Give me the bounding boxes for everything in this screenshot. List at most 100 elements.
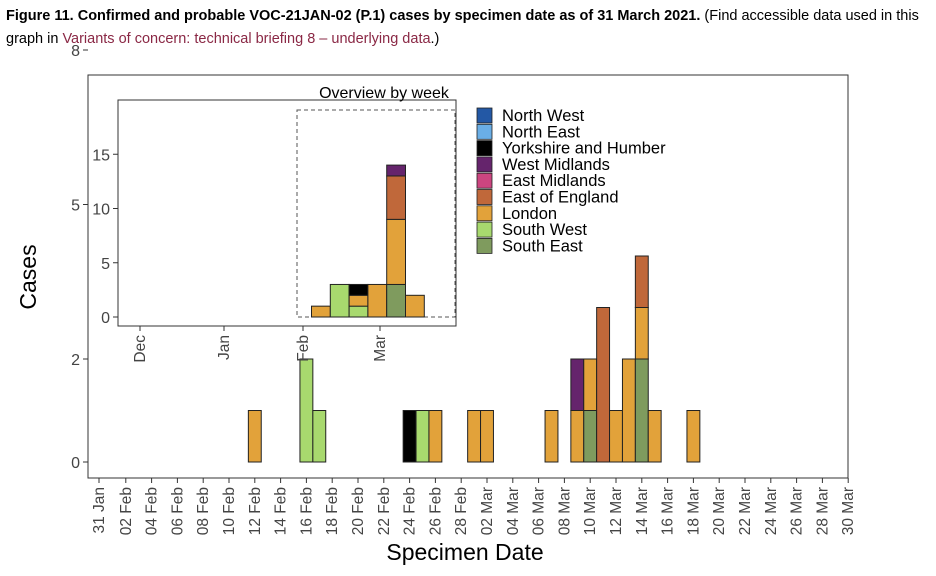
inset-bar-segment	[348, 305, 369, 318]
main-x-tick-label: 04 Mar	[505, 487, 522, 535]
data-link[interactable]: Variants of concern: technical briefing …	[62, 31, 431, 47]
main-bar-segment	[415, 410, 430, 463]
legend-swatch	[476, 221, 493, 238]
main-bar-segment	[247, 410, 262, 463]
main-x-tick-label: 18 Feb	[324, 487, 341, 535]
figure-caption: Figure 11. Confirmed and probable VOC-21…	[6, 5, 932, 51]
main-x-tick-label: 02 Mar	[479, 487, 496, 535]
main-bar-segment	[647, 410, 662, 463]
main-bar-segment	[634, 307, 649, 360]
main-bar-segment	[583, 358, 598, 411]
main-bar-segment	[634, 255, 649, 308]
inset-y-tick-label: 5	[101, 256, 110, 273]
main-x-tick-label: 18 Mar	[685, 487, 702, 535]
main-x-tick-label: 28 Mar	[814, 487, 831, 535]
main-x-tick-label: 22 Feb	[376, 487, 393, 535]
legend-label: East Midlands	[502, 172, 606, 190]
inset-y-tick-label: 10	[92, 202, 110, 219]
inset-bar-segment	[348, 294, 369, 307]
main-x-tick-label: 24 Mar	[763, 487, 780, 535]
main-x-tick-label: 06 Feb	[169, 487, 186, 535]
legend-label: London	[502, 205, 557, 223]
main-plot-frame	[87, 74, 849, 479]
main-bar-segment	[544, 410, 559, 463]
main-x-tick-label: 06 Mar	[531, 487, 548, 535]
legend-swatch	[476, 172, 493, 189]
legend-swatch	[476, 189, 493, 205]
main-bar-segment	[480, 410, 494, 463]
main-bar-segment	[299, 358, 314, 463]
main-x-tick-label: 16 Feb	[298, 487, 315, 535]
main-x-tick-label: 28 Feb	[453, 487, 470, 535]
main-bar-segment	[402, 410, 417, 463]
main-bar-segment	[596, 307, 611, 463]
main-x-tick-label: 31 Jan	[91, 487, 108, 534]
main-bar-segment	[570, 410, 585, 463]
main-bar-segment	[609, 410, 623, 463]
main-x-tick-label: 26 Mar	[789, 487, 806, 535]
legend-swatch	[476, 205, 493, 222]
main-bar-segment	[634, 358, 649, 463]
inset-x-tick-label: Dec	[132, 335, 149, 363]
legend-label: North West	[502, 107, 585, 125]
inset-y-tick-label: 0	[101, 310, 110, 327]
main-bar-segment	[428, 410, 443, 463]
legend-swatch	[476, 237, 493, 254]
legend-label: West Midlands	[502, 156, 610, 174]
main-x-tick-label: 08 Mar	[556, 487, 573, 535]
main-x-tick-label: 24 Feb	[402, 487, 419, 535]
main-bar-segment	[621, 358, 636, 463]
main-x-tick-label: 30 Mar	[840, 487, 857, 535]
main-x-tick-label: 10 Mar	[582, 487, 599, 535]
inset-x-tick-label: Feb	[295, 335, 312, 362]
main-x-tick-label: 20 Mar	[711, 487, 728, 535]
inset-bar-segment	[386, 283, 407, 318]
inset-y-tick-label: 15	[92, 147, 110, 164]
inset-bar-segment	[311, 305, 331, 318]
caption-title: Figure 11. Confirmed and probable VOC-21…	[6, 8, 701, 24]
main-x-tick-label: 02 Feb	[118, 487, 135, 535]
caption-text-end: .)	[430, 31, 440, 47]
inset-bar-segment	[386, 218, 407, 285]
main-x-tick-label: 20 Feb	[350, 487, 367, 535]
legend-swatch	[476, 140, 493, 157]
main-bar-segment	[686, 410, 701, 463]
inset-bar-segment	[329, 283, 350, 318]
main-x-tick-label: 12 Feb	[247, 487, 264, 535]
legend-swatch	[476, 107, 493, 124]
legend-label: Yorkshire and Humber	[502, 140, 666, 158]
inset-title: Overview by week	[319, 85, 450, 102]
main-y-tick-label: 0	[71, 455, 80, 472]
main-bar-segment	[570, 358, 585, 411]
main-bar-segment	[583, 410, 598, 463]
main-y-axis-title: Cases	[15, 244, 41, 309]
inset-bar-segment	[405, 294, 425, 318]
main-x-tick-label: 22 Mar	[737, 487, 754, 535]
main-x-axis-title: Specimen Date	[386, 539, 543, 565]
inset-bar-segment	[348, 283, 369, 296]
legend-label: North East	[502, 123, 580, 141]
legend-label: East of England	[502, 189, 619, 207]
main-y-tick-label: 8	[71, 43, 80, 60]
legend-label: South East	[502, 237, 583, 255]
main-bar-segment	[467, 410, 482, 463]
legend-swatch	[476, 123, 493, 140]
main-x-tick-label: 12 Mar	[608, 487, 625, 535]
inset-x-tick-label: Mar	[372, 335, 389, 362]
main-x-tick-label: 16 Mar	[660, 487, 677, 535]
caption-text: (Find accessible data used in this graph…	[6, 8, 919, 47]
inset-bar-segment	[386, 175, 407, 220]
main-x-tick-label: 26 Feb	[427, 487, 444, 535]
inset-bar-segment	[367, 283, 388, 318]
legend-label: South West	[502, 221, 587, 239]
main-bar-segment	[312, 410, 327, 463]
main-x-tick-label: 14 Feb	[273, 487, 290, 535]
main-x-tick-label: 14 Mar	[634, 487, 651, 535]
legend-swatch	[476, 156, 493, 173]
inset-x-tick-label: Jan	[216, 335, 233, 360]
main-y-tick-label: 2	[71, 352, 80, 369]
inset-bar-segment	[386, 164, 407, 177]
main-y-tick-label: 5	[71, 198, 80, 215]
main-x-tick-label: 04 Feb	[144, 487, 161, 535]
